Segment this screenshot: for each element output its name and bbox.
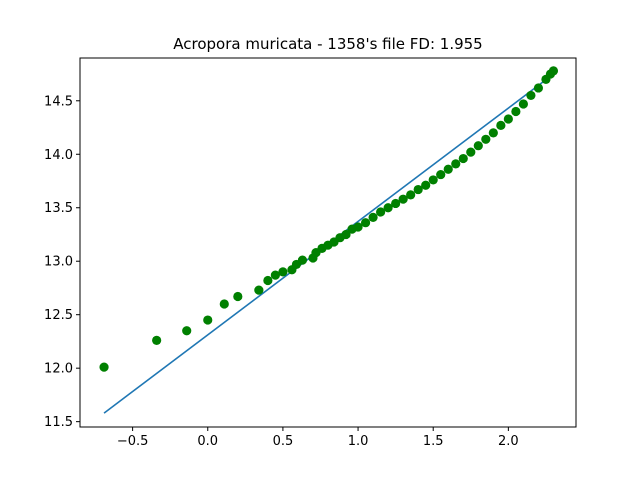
data-point (466, 147, 476, 157)
data-point (219, 299, 229, 309)
y-tick-label: 14.0 (44, 148, 73, 163)
y-tick-label: 12.5 (44, 308, 73, 323)
data-point (263, 275, 273, 286)
data-point (278, 267, 288, 277)
chart-title: Acropora muricata - 1358's file FD: 1.95… (173, 35, 482, 53)
y-tick-label: 13.5 (44, 201, 73, 216)
x-tick-label: 2.0 (498, 434, 519, 449)
data-point (496, 120, 506, 130)
data-point (443, 164, 453, 174)
data-point (254, 285, 264, 295)
x-tick-label: 1.5 (423, 434, 444, 449)
data-point (391, 198, 401, 209)
data-point (152, 335, 162, 345)
data-point (353, 222, 363, 232)
data-point (458, 153, 468, 164)
data-point (518, 99, 528, 109)
x-tick-label: 1.0 (348, 434, 369, 449)
x-tick-label: −0.5 (117, 434, 149, 449)
data-point (376, 207, 386, 217)
y-tick-label: 11.5 (44, 415, 73, 430)
y-tick-label: 13.0 (44, 255, 73, 270)
x-tick-label: 0.0 (197, 434, 218, 449)
data-marks (99, 66, 559, 414)
data-point (413, 184, 423, 195)
data-point (503, 114, 513, 124)
data-point (436, 169, 446, 180)
data-point (526, 90, 536, 101)
data-point (406, 190, 416, 200)
data-point (297, 255, 308, 265)
data-point (203, 315, 213, 325)
data-point (270, 270, 280, 280)
data-point (341, 229, 351, 240)
data-point (421, 180, 431, 190)
axes: −0.5 0.0 0.5 1.0 1.5 2.0 11.5 12.0 12.5 13.0 13.5 1… (44, 57, 577, 449)
data-point (368, 212, 378, 222)
x-tick-label: 0.5 (273, 434, 294, 449)
data-point (360, 218, 371, 228)
data-point (182, 326, 192, 336)
data-point (473, 141, 483, 151)
data-point (488, 128, 498, 138)
data-point (533, 83, 544, 93)
data-point (511, 106, 521, 117)
data-point (548, 66, 559, 76)
data-point (383, 203, 393, 213)
data-point (481, 134, 491, 144)
y-tick-label: 14.5 (44, 94, 73, 109)
data-point (451, 159, 461, 169)
data-point (428, 175, 438, 185)
data-point (398, 194, 408, 204)
y-tick-label: 12.0 (44, 362, 73, 377)
axes-frame (79, 57, 577, 428)
data-point (99, 362, 109, 372)
data-point (233, 291, 243, 302)
